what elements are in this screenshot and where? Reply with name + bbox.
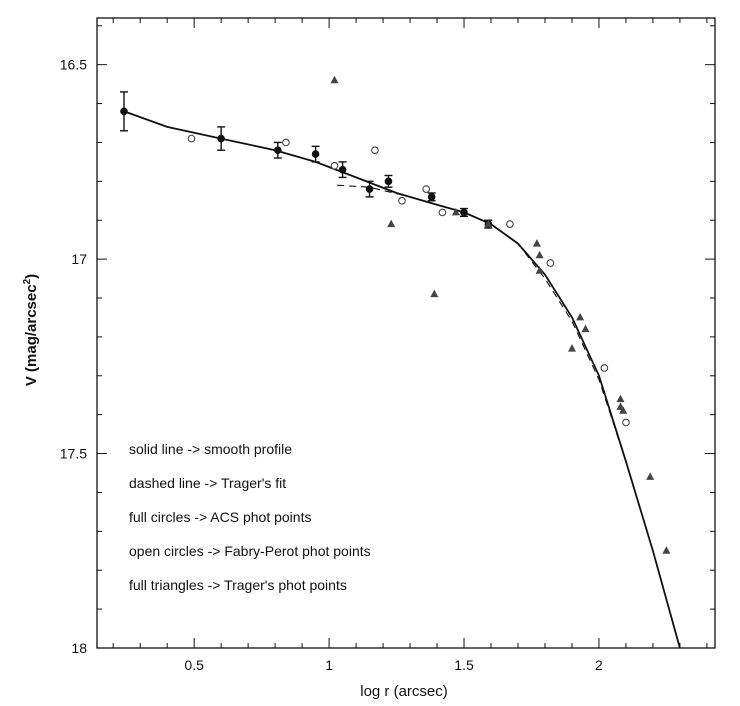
trager-point	[451, 207, 460, 216]
y-tick-label: 16.5	[60, 57, 87, 73]
fabry-perot-point	[371, 146, 379, 155]
trager-point	[581, 324, 590, 333]
data-points	[119, 75, 671, 554]
trager-point	[646, 472, 655, 480]
trager-point	[619, 406, 628, 414]
trager-point	[484, 219, 493, 228]
trager-point	[576, 312, 585, 321]
x-axis-title: log r (arcsec)	[360, 683, 448, 700]
plot-frame	[96, 17, 716, 649]
fabry-perot-point	[398, 196, 406, 205]
y-axis-title-superscript: 2	[22, 278, 33, 284]
acs-point	[338, 165, 347, 174]
profile-lines	[123, 110, 681, 649]
acs-point	[384, 177, 393, 186]
x-tick-label: 2	[595, 657, 603, 673]
acs-point	[120, 107, 128, 116]
axis-ticks: 0.5 1 1.5 2 16.5 17 17.5 18	[60, 18, 715, 673]
note-dashed-line: dashed line -> Trager's fit	[129, 475, 286, 491]
x-tick-label: 1.5	[454, 657, 474, 673]
fabry-perot-point	[546, 259, 555, 267]
note-open-circles: open circles -> Fabry-Perot phot points	[129, 543, 371, 559]
acs-point	[274, 146, 282, 155]
trager-point	[568, 344, 576, 352]
fabry-perot-point	[622, 418, 630, 427]
trager-fit-line	[337, 184, 681, 649]
fabry-perot-point	[187, 134, 196, 143]
fabry-perot-point	[422, 185, 431, 193]
fabry-perot-point	[506, 220, 514, 228]
x-tick-label: 1	[325, 657, 333, 673]
trager-point	[430, 289, 439, 298]
trager-point	[662, 546, 671, 554]
y-axis-title: V (mag/arcsec2)	[22, 274, 40, 386]
trager-point	[535, 266, 544, 274]
fabry-perot-point	[600, 364, 609, 372]
acs-point	[311, 150, 320, 158]
trager-point	[532, 239, 541, 247]
y-tick-label: 17	[71, 251, 87, 267]
trager-point	[616, 394, 625, 403]
smooth-profile-line	[123, 110, 681, 649]
acs-point	[217, 134, 225, 143]
note-full-triangles: full triangles -> Trager's phot points	[129, 577, 347, 593]
acs-point	[427, 193, 436, 201]
x-tick-label: 0.5	[184, 657, 204, 673]
fabry-perot-point	[438, 208, 447, 217]
note-solid-line: solid line -> smooth profile	[129, 441, 292, 457]
trager-point	[330, 75, 339, 84]
trager-point	[535, 250, 544, 259]
acs-point	[460, 208, 468, 217]
y-tick-label: 18	[71, 640, 87, 656]
fabry-perot-point	[330, 161, 339, 170]
fabry-perot-point	[282, 138, 290, 147]
legend-notes: solid line -> smooth profile dashed line…	[129, 441, 371, 593]
trager-point	[387, 219, 396, 228]
y-tick-label: 17.5	[60, 446, 87, 462]
acs-point	[365, 185, 374, 193]
note-full-circles: full circles -> ACS phot points	[129, 509, 311, 525]
